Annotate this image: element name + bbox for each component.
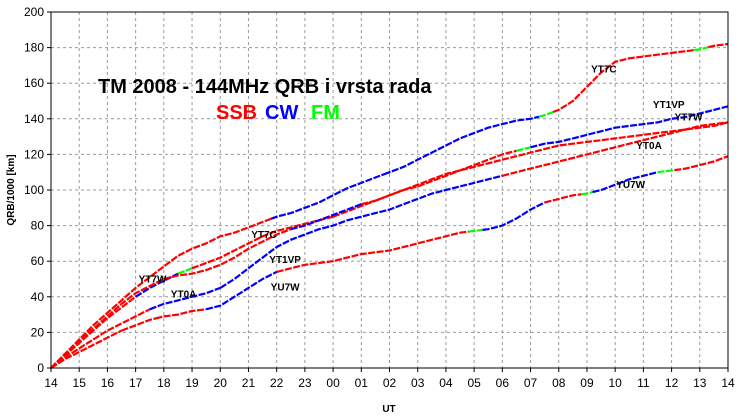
- x-tick-label: 20: [214, 376, 228, 390]
- series-line-yu7w-ssb: [276, 230, 469, 273]
- y-tick-label: 100: [24, 183, 44, 197]
- x-axis-title: UT: [382, 404, 395, 415]
- series-line-yt7c-cw: [270, 173, 385, 220]
- legend-item-ssb: SSB: [216, 102, 257, 124]
- y-tick-label: 200: [24, 5, 44, 19]
- x-tick-label: 15: [73, 376, 87, 390]
- series-line-yt7c-ssb: [50, 217, 272, 369]
- y-tick-label: 20: [31, 325, 45, 339]
- x-tick-label: 00: [326, 376, 340, 390]
- x-tick-label: 04: [439, 376, 453, 390]
- series-line-yu7w-cw: [482, 201, 546, 231]
- x-tick-label: 17: [129, 376, 143, 390]
- y-tick-label: 140: [24, 112, 44, 126]
- annotation-label: YU7W: [271, 283, 300, 294]
- x-tick-label: 23: [298, 376, 312, 390]
- series-line-yt7w-ssb: [50, 295, 137, 369]
- annotation-label: YT0A: [636, 141, 662, 152]
- x-tick-label: 14: [721, 376, 735, 390]
- x-tick-label: 19: [185, 376, 199, 390]
- series-line-yt1vp-cw: [530, 105, 729, 149]
- y-axis-ticks: 0 20 40 60 80 100 120 140 160 180 200: [24, 5, 51, 375]
- x-tick-label: 21: [242, 376, 256, 390]
- series-line-yt7c-cw: [383, 115, 540, 176]
- x-tick-label: 08: [552, 376, 566, 390]
- y-tick-label: 120: [24, 147, 44, 161]
- series-line-yt7c-ssb: [708, 42, 729, 49]
- legend-item-cw: CW: [265, 102, 298, 124]
- grid-lines: [51, 12, 728, 368]
- x-tick-label: 10: [608, 376, 622, 390]
- series-line-yu7w-cw: [592, 171, 658, 194]
- series-line-yt7c-fm: [538, 110, 554, 118]
- x-tick-label: 02: [383, 376, 397, 390]
- series-yt7c: [50, 42, 729, 369]
- series-line-yt7c-ssb: [552, 49, 695, 114]
- legend-item-fm: FM: [311, 102, 340, 124]
- annotations: YT7C YT7W YT0A YT1VP YU7W YT7C YT1VP YT7W YT0A YU…: [139, 65, 703, 301]
- series-line-yu7w-fm: [468, 228, 483, 233]
- series-line-yt7c-fm: [694, 46, 709, 52]
- y-axis-title: QRB/1000 [km]: [6, 154, 17, 225]
- series-line-yu7w-ssb: [544, 193, 582, 204]
- series-line-yt0a-ssb: [50, 308, 151, 369]
- series-line-yu7w-ssb: [155, 308, 207, 320]
- annotation-label: YT7C: [251, 230, 277, 241]
- x-tick-label: 14: [44, 376, 58, 390]
- x-tick-label: 07: [524, 376, 538, 390]
- x-tick-label: 09: [580, 376, 594, 390]
- series-line-yt7w-cw: [135, 272, 179, 298]
- x-tick-label: 06: [496, 376, 510, 390]
- x-tick-label: 22: [270, 376, 284, 390]
- y-tick-label: 0: [37, 361, 44, 375]
- annotation-label: YT1VP: [269, 255, 301, 266]
- x-tick-label: 18: [157, 376, 171, 390]
- series-line-yt0a-cw: [149, 286, 221, 311]
- series-line-yu7w-fm: [581, 191, 593, 196]
- annotation-label: YT0A: [171, 290, 197, 301]
- series-line-yu7w-ssb: [674, 155, 729, 172]
- series-layer: [50, 42, 729, 369]
- annotation-label: YU7W: [616, 180, 645, 191]
- series-line-yt0a-ssb: [502, 121, 729, 177]
- series-line-yt7w-fm: [177, 267, 193, 275]
- series-line-yt1vp-fm: [516, 146, 531, 152]
- y-tick-label: 40: [31, 290, 45, 304]
- series-line-yu7w-cw: [205, 270, 278, 311]
- y-tick-label: 60: [31, 254, 45, 268]
- annotation-label: YT7C: [591, 65, 617, 76]
- series-yu7w: [50, 155, 729, 369]
- series-yt1vp: [50, 105, 729, 369]
- x-tick-label: 05: [467, 376, 481, 390]
- annotation-label: YT1VP: [653, 100, 685, 111]
- annotation-label: YT7W: [139, 275, 167, 286]
- x-axis-ticks: 14 15 16 17 18 19 20 21 22 23 00 01 02 03 04 05 06 07 08 09…: [44, 368, 735, 390]
- x-tick-label: 16: [101, 376, 115, 390]
- x-tick-label: 03: [411, 376, 425, 390]
- x-tick-label: 01: [355, 376, 369, 390]
- y-tick-label: 80: [31, 219, 45, 233]
- x-tick-label: 12: [665, 376, 679, 390]
- x-tick-label: 13: [693, 376, 707, 390]
- series-line-yu7w-ssb: [50, 329, 122, 369]
- chart-title: TM 2008 - 144MHz QRB i vrsta rada: [98, 76, 432, 98]
- y-tick-label: 160: [24, 76, 44, 90]
- series-line-yu7w-ssb: [121, 317, 156, 332]
- series-line-yu7w-fm: [657, 169, 675, 174]
- series-yt0a: [50, 121, 729, 369]
- x-tick-label: 11: [637, 376, 650, 390]
- annotation-label: YT7W: [675, 113, 703, 124]
- series-line-yt1vp-cw: [290, 203, 362, 231]
- series-line-yt1vp-ssb: [50, 228, 292, 369]
- y-tick-label: 180: [24, 41, 44, 55]
- series-line-yt0a-cw: [219, 174, 503, 289]
- series-line-yt1vp-ssb: [361, 149, 517, 206]
- series-line-yt7w-ssb: [191, 215, 334, 270]
